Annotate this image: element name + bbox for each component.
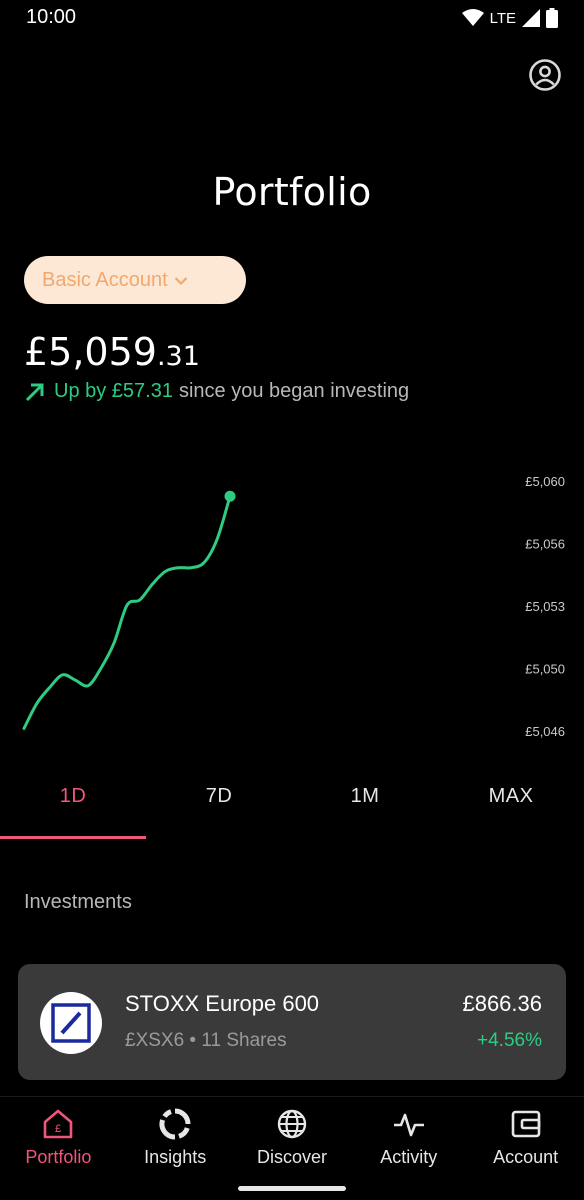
investment-subtitle: £XSX6 • 11 Shares	[125, 1030, 287, 1051]
signal-icon	[522, 9, 540, 27]
activity-pulse-icon	[393, 1113, 424, 1137]
range-tab-max[interactable]: MAX	[488, 785, 534, 807]
account-selector-label: Basic Account	[42, 268, 168, 291]
range-tab-7d[interactable]: 7D	[205, 785, 233, 807]
donut-chart-icon	[159, 1108, 191, 1140]
status-icons: LTE	[461, 8, 558, 28]
arrow-up-right-icon	[25, 383, 44, 401]
time-range-tabs: 1D 7D 1M MAX	[0, 775, 584, 839]
nav-item-activity[interactable]: Activity	[350, 1097, 467, 1200]
globe-icon	[277, 1109, 307, 1139]
nav-item-account[interactable]: Account	[467, 1097, 584, 1200]
investment-change: +4.56%	[477, 1030, 542, 1051]
portfolio-chart[interactable]: £5,060 £5,056 £5,053 £5,050 £5,046	[0, 460, 584, 750]
status-time: 10:00	[26, 6, 77, 28]
range-tab-1m[interactable]: 1M	[350, 785, 380, 807]
home-indicator	[238, 1186, 346, 1191]
investment-name: STOXX Europe 600	[125, 991, 320, 1016]
svg-text:£: £	[55, 1123, 61, 1135]
home-pound-icon: £	[44, 1109, 73, 1139]
investment-ticker: £XSX6	[125, 1030, 185, 1051]
latest-point-marker	[224, 490, 236, 502]
profile-icon[interactable]	[528, 58, 562, 92]
portfolio-balance: £5,059.31	[24, 330, 200, 374]
bank-logo-icon	[51, 1003, 91, 1043]
balance-change: Up by £57.31 since you began investing	[24, 380, 409, 403]
nav-label: Discover	[256, 1147, 327, 1167]
nav-label: Activity	[380, 1147, 438, 1167]
nav-item-discover[interactable]: Discover	[234, 1097, 351, 1200]
y-tick-label: £5,053	[525, 599, 565, 614]
nav-label: Portfolio	[25, 1147, 92, 1167]
deutsche-bank-logo	[40, 992, 102, 1054]
nav-label: Insights	[144, 1147, 207, 1167]
page-title: Portfolio	[212, 170, 372, 214]
chevron-down-icon	[174, 277, 187, 286]
account-selector[interactable]: Basic Account	[24, 256, 246, 304]
range-tab-1d[interactable]: 1D	[0, 775, 146, 839]
investments-heading: Investments	[24, 891, 132, 913]
nav-item-portfolio[interactable]: £ Portfolio	[0, 1097, 117, 1200]
balance-cents: .31	[156, 341, 200, 372]
investment-shares: 11 Shares	[201, 1030, 287, 1051]
y-tick-label: £5,056	[525, 537, 565, 552]
battery-icon	[546, 8, 558, 28]
investment-value: £866.36	[462, 991, 542, 1016]
series-line	[22, 494, 232, 730]
y-tick-label: £5,060	[525, 474, 565, 489]
change-since: since you began investing	[178, 380, 410, 402]
balance-main: £5,059	[24, 330, 157, 374]
status-bar: 10:00 LTE	[0, 0, 584, 40]
wallet-icon	[511, 1110, 540, 1138]
nav-item-insights[interactable]: Insights	[117, 1097, 234, 1200]
y-tick-label: £5,046	[525, 724, 565, 739]
change-amount: Up by £57.31	[54, 380, 173, 402]
y-tick-label: £5,050	[525, 662, 565, 677]
nav-label: Account	[493, 1147, 559, 1167]
investment-card[interactable]: STOXX Europe 600 £XSX6 • 11 Shares £866.…	[18, 964, 566, 1080]
bottom-navigation: £ Portfolio Insights Discover Activity A…	[0, 1096, 584, 1200]
network-label: LTE	[489, 9, 516, 27]
wifi-icon	[461, 9, 484, 26]
